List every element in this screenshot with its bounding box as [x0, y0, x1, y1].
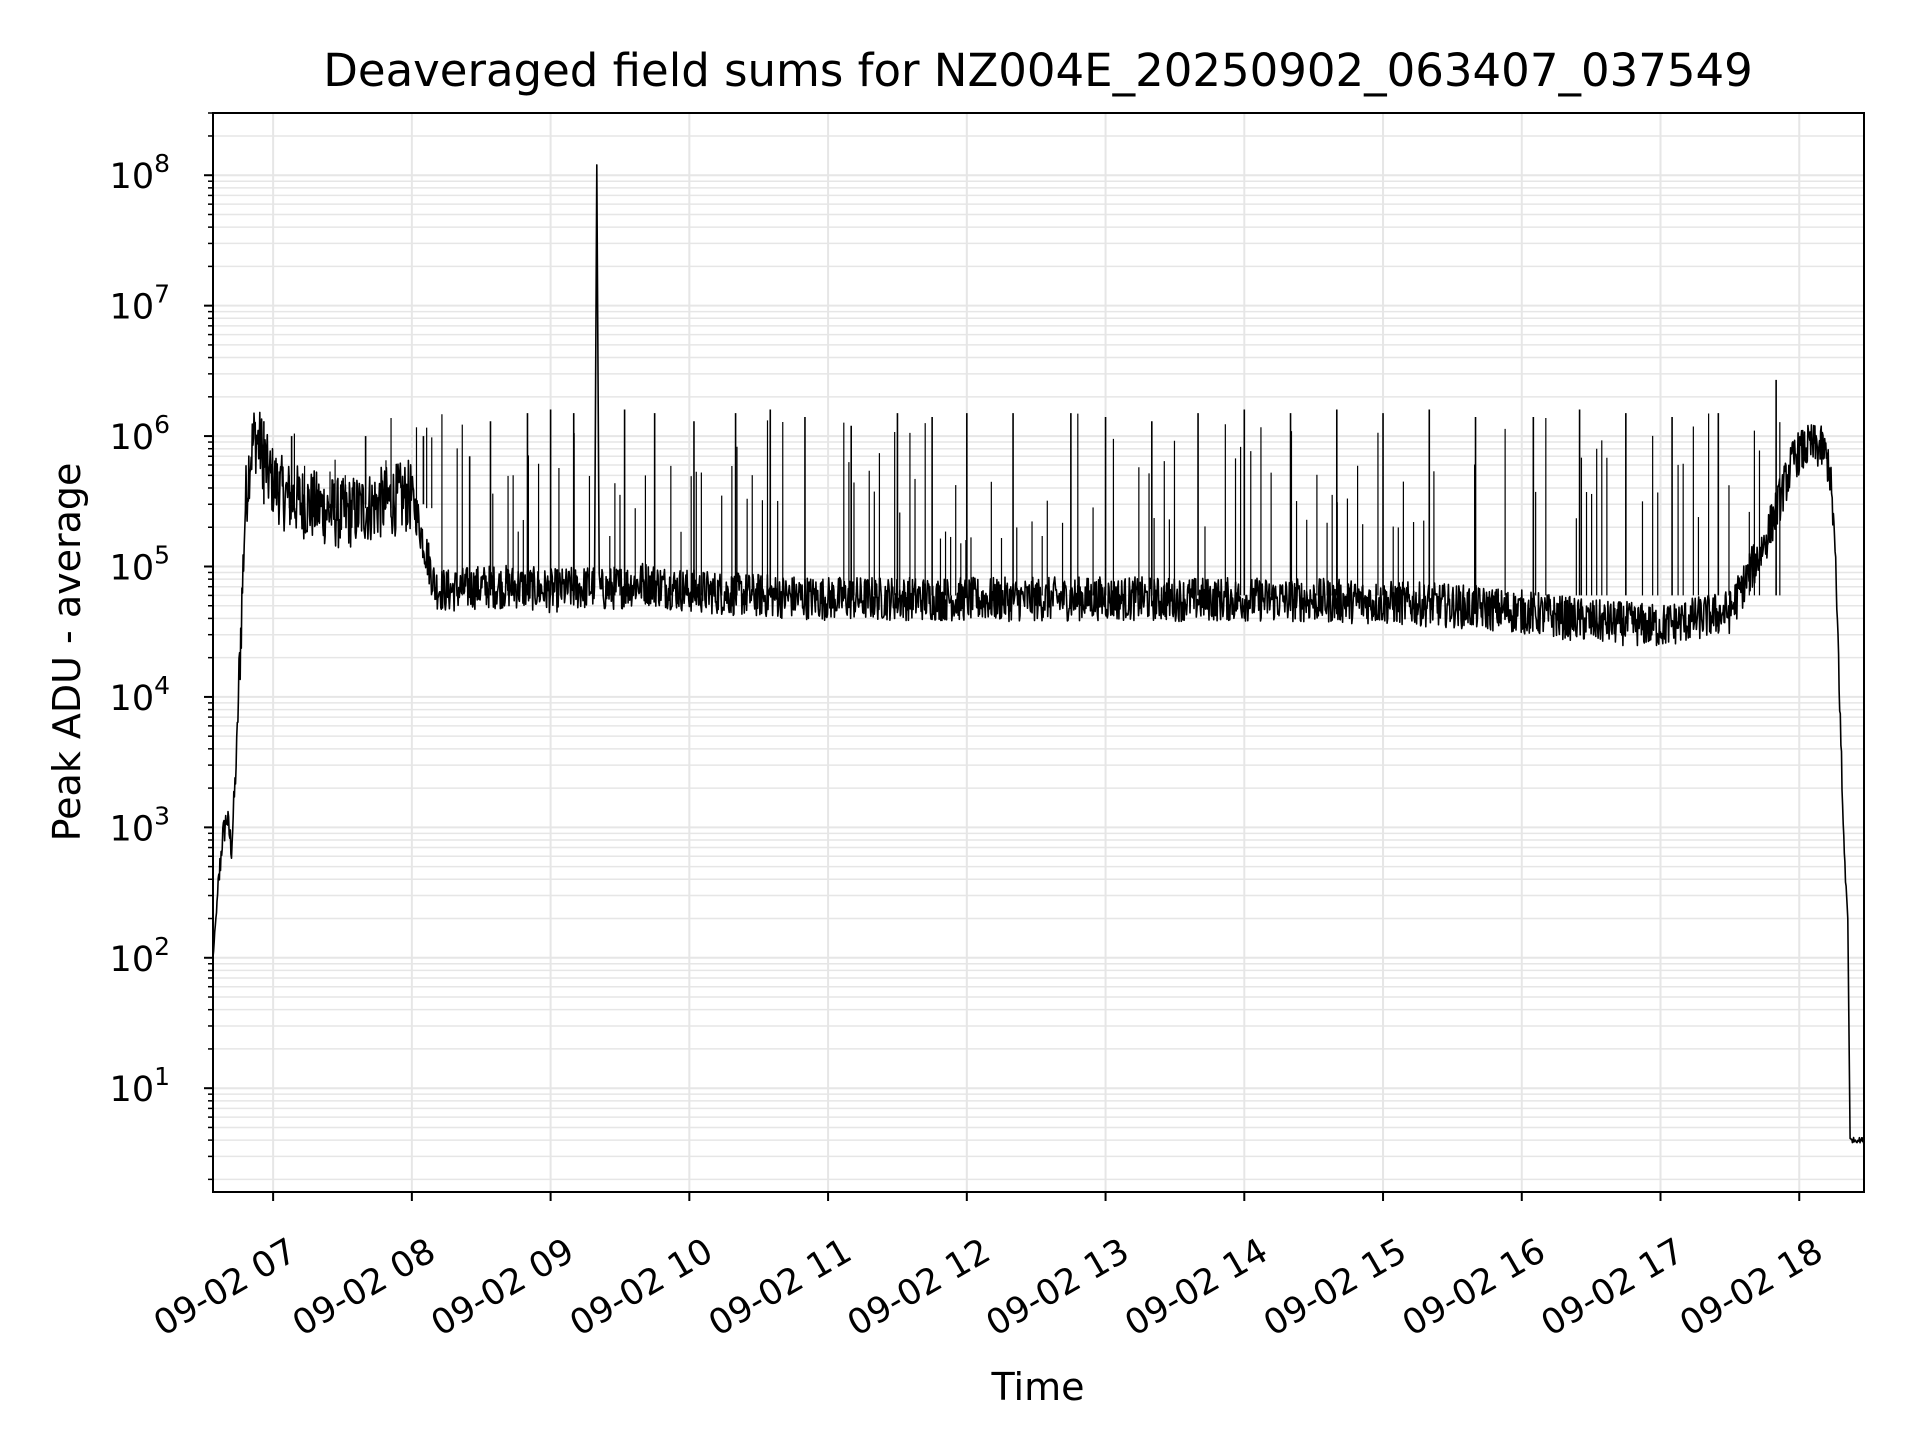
y-tick-label: 102 — [110, 932, 170, 980]
y-tick-label: 104 — [110, 671, 170, 719]
grid — [213, 112, 1864, 1192]
y-tick-label: 103 — [110, 801, 170, 849]
y-axis-label: Peak ADU - average — [45, 463, 89, 842]
x-axis-label: Time — [991, 1365, 1085, 1409]
series-line — [212, 164, 1865, 1144]
y-tick-label: 105 — [110, 541, 170, 589]
y-tick-label: 108 — [110, 149, 170, 197]
y-tick-label: 101 — [110, 1062, 170, 1110]
series-layer — [212, 164, 1865, 1144]
chart-title: Deaveraged field sums for NZ004E_2025090… — [323, 44, 1752, 97]
y-axis: 101 102 103 104 105 106 107 108 — [110, 112, 213, 1181]
plot-frame — [212, 112, 1865, 1193]
y-tick-label: 106 — [110, 410, 170, 458]
y-tick-label: 107 — [110, 280, 170, 328]
